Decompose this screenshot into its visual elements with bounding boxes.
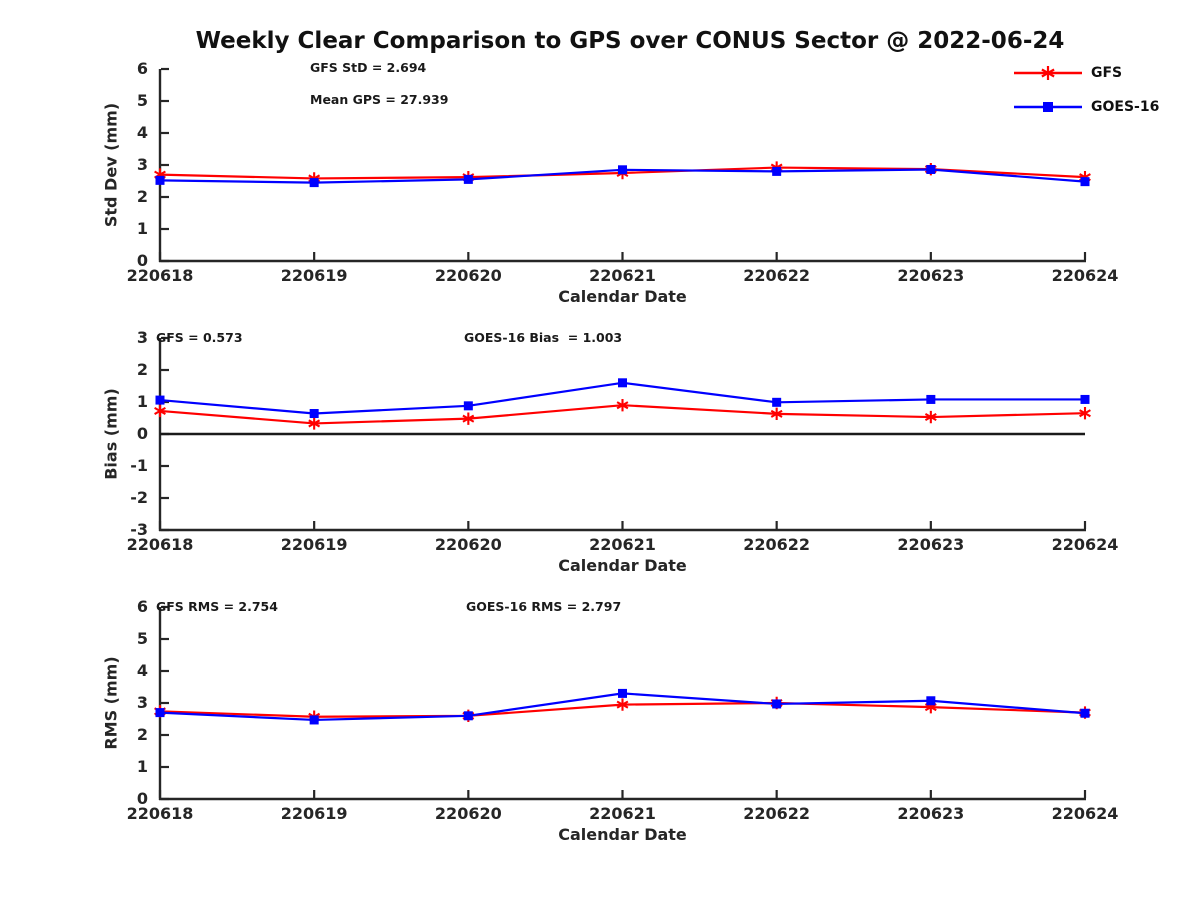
chart2-goes16-marker (463, 401, 473, 411)
chart3-ytick-label: 3 (136, 693, 148, 712)
chart3-xtick-label: 220618 (126, 804, 194, 823)
chart2-xtick-label: 220624 (1051, 535, 1119, 554)
chart2-goes16-marker (926, 394, 936, 404)
chart1-xtick-label: 220623 (897, 266, 965, 285)
gfs-line-asterisk-icon (1014, 66, 1082, 80)
chart3-goes16-marker (1080, 708, 1090, 718)
chart3-ytick-label: 5 (136, 629, 148, 648)
chart2-xtick-label: 220622 (743, 535, 811, 554)
chart1-xtick-label: 220622 (743, 266, 811, 285)
chart2-ytick-label: 2 (136, 360, 148, 379)
chart3-xlabel: Calendar Date (558, 825, 687, 844)
chart1-annotation-1: GFS StD = 2.694 (310, 60, 427, 75)
chart2-xlabel: Calendar Date (558, 556, 687, 575)
chart2-gfs-marker (770, 407, 783, 421)
chart3-ytick-label: 1 (136, 757, 148, 776)
chart1-annotation-2: Mean GPS = 27.939 (310, 92, 449, 107)
chart1-ytick-label: 6 (136, 59, 148, 78)
chart1-goes16-marker (772, 166, 782, 176)
chart3-xtick-label: 220619 (280, 804, 348, 823)
chart1-goes16-marker (618, 165, 627, 175)
chart2-xtick-label: 220623 (897, 535, 965, 554)
chart1-ytick-label: 0 (136, 251, 148, 270)
chart2-xtick-label: 220619 (280, 535, 348, 554)
chart2-goes16-marker (1080, 394, 1090, 404)
legend-item-gfs[interactable]: GFS (1012, 64, 1159, 82)
chart2-ytick-label: 0 (136, 424, 148, 443)
chart2-gfs-marker (924, 410, 937, 424)
chart3-goes16-marker (926, 696, 936, 706)
chart3-goes16-marker (772, 699, 782, 709)
chart1-xtick-label: 220620 (434, 266, 502, 285)
chart2-goes16-marker (618, 378, 627, 388)
chart1-xtick-label: 220624 (1051, 266, 1119, 285)
chart1-ytick-label: 5 (136, 91, 148, 110)
legend-label-goes16: GOES-16 (1091, 99, 1160, 115)
chart1-goes16-marker (926, 164, 936, 174)
chart3-xtick-label: 220622 (743, 804, 811, 823)
chart1-ytick-label: 4 (136, 123, 148, 142)
chart2-goes16-marker (309, 409, 319, 419)
chart1-ylabel: Std Dev (mm) (101, 102, 121, 228)
chart1-goes16-marker (1080, 177, 1090, 187)
chart3-goes16-marker (463, 711, 473, 721)
chart2-ytick-label: -1 (130, 456, 148, 475)
legend: GFS GOES-16 (1012, 64, 1159, 132)
chart1-goes16-marker (309, 178, 319, 188)
chart2-goes16-marker (772, 397, 782, 407)
chart2-ylabel: Bias (mm) (101, 388, 121, 480)
chart2-annotation-1: GFS = 0.573 (156, 330, 243, 345)
chart3-xtick-label: 220624 (1051, 804, 1119, 823)
chart2-ytick-label: -2 (130, 488, 148, 507)
chart3-ytick-label: 2 (136, 725, 148, 744)
chart2-gfs-marker (1079, 407, 1091, 420)
chart2-gfs-marker (154, 404, 166, 418)
chart3-xtick-label: 220620 (434, 804, 502, 823)
chart3-xtick-label: 220621 (589, 804, 656, 823)
chart3-goes16-marker (155, 708, 165, 718)
chart3-ylabel: RMS (mm) (101, 656, 121, 750)
goes16-line-square-icon (1014, 102, 1082, 112)
chart3-goes16-marker (618, 688, 627, 698)
chart1-goes16-marker (463, 174, 473, 184)
chart2-xtick-label: 220618 (126, 535, 194, 554)
chart3-ytick-label: 6 (136, 597, 148, 616)
chart2-ytick-label: -3 (130, 520, 148, 539)
chart2-ytick-label: 1 (136, 392, 148, 411)
chart3-ytick-label: 0 (136, 789, 148, 808)
chart3-annotation-2: GOES-16 RMS = 2.797 (466, 599, 622, 614)
chart1-ytick-label: 2 (136, 187, 148, 206)
chart2-annotation-2: GOES-16 Bias = 1.003 (464, 330, 623, 345)
chart2-ytick-label: 3 (136, 328, 148, 347)
legend-label-gfs: GFS (1091, 65, 1123, 81)
chart3-gfs-marker (616, 698, 629, 711)
chart2-gfs-marker (462, 412, 475, 425)
chart1-goes16-marker (155, 175, 165, 185)
figure-title: Weekly Clear Comparison to GPS over CONU… (195, 28, 1065, 54)
chart2-goes16-marker (155, 395, 165, 405)
chart3-annotation-1: GFS RMS = 2.754 (156, 599, 278, 614)
chart1-ytick-label: 3 (136, 155, 148, 174)
chart2-gfs-marker (616, 399, 629, 412)
chart1-xtick-label: 220621 (589, 266, 656, 285)
chart2-xtick-label: 220620 (434, 535, 502, 554)
chart3-goes16-marker (309, 715, 319, 725)
legend-item-goes16[interactable]: GOES-16 (1012, 98, 1159, 116)
chart1-xtick-label: 220619 (280, 266, 348, 285)
chart3-ytick-label: 4 (136, 661, 148, 680)
chart2-gfs-marker (308, 417, 321, 430)
chart3-xtick-label: 220623 (897, 804, 965, 823)
chart2-xtick-label: 220621 (589, 535, 656, 554)
chart1-xtick-label: 220618 (126, 266, 194, 285)
chart1-xlabel: Calendar Date (558, 287, 687, 306)
chart1-ytick-label: 1 (136, 219, 148, 238)
